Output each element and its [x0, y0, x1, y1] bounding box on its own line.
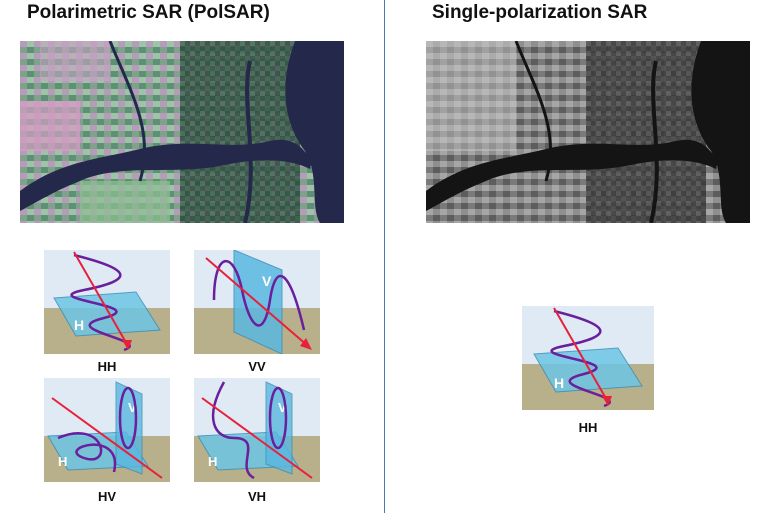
vh-caption: VH: [247, 489, 267, 504]
vv-caption: VV: [248, 359, 266, 374]
hv-diagram: H V: [44, 378, 170, 482]
hv-caption: HV: [97, 489, 117, 504]
hv-plane-label-v: V: [128, 400, 137, 415]
vh-diagram: H V: [194, 378, 320, 482]
hh-single-plane-label: H: [554, 375, 564, 391]
single-pol-image: [426, 41, 750, 223]
hh-caption: HH: [97, 359, 117, 374]
vv-plane-label: V: [262, 273, 272, 289]
hh-diagram: H: [44, 250, 170, 354]
hh-single-diagram: H: [522, 306, 654, 410]
vh-plane-label-h: H: [208, 454, 217, 469]
single-pol-title: Single-polarization SAR: [432, 2, 648, 23]
panel-divider: [384, 0, 385, 513]
hh-plane-label: H: [74, 317, 84, 333]
polsar-title: Polarimetric SAR (PolSAR): [27, 2, 270, 23]
hh-single-caption: HH: [578, 420, 598, 435]
vh-plane-label-v: V: [278, 400, 287, 415]
hv-plane-label-h: H: [58, 454, 67, 469]
vv-diagram: V: [194, 250, 320, 354]
polsar-image: [20, 41, 344, 223]
